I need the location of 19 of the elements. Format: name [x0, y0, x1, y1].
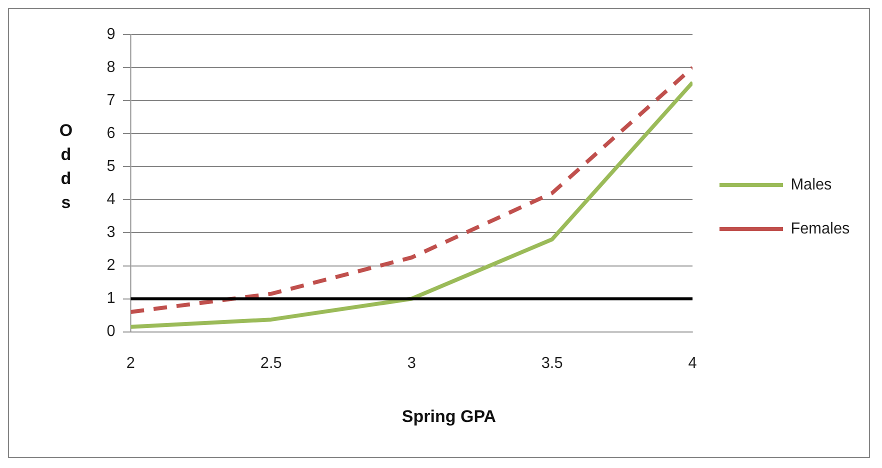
x-axis-title: Spring GPA — [400, 407, 498, 427]
x-tick-label: 4 — [688, 354, 698, 372]
legend-label: Males — [790, 176, 832, 194]
y-tick-label: 9 — [106, 26, 116, 44]
x-tick-label: 3 — [407, 354, 416, 372]
x-tick-label: 2 — [126, 354, 135, 372]
y-tick-label: 6 — [106, 124, 116, 142]
y-tick-label: 4 — [106, 190, 116, 208]
y-tick-label: 2 — [106, 256, 116, 274]
y-tick-label: 3 — [106, 224, 116, 242]
x-tick-label: 2.5 — [260, 354, 282, 372]
y-tick-label: 0 — [106, 322, 116, 340]
y-tick-label: 7 — [106, 92, 116, 110]
y-tick-label: 8 — [106, 58, 116, 76]
y-axis-title: Odds — [59, 120, 73, 214]
legend-label: Females — [790, 220, 850, 238]
y-tick-label: 5 — [106, 158, 116, 176]
x-tick-label: 3.5 — [541, 354, 564, 372]
y-tick-label: 1 — [106, 290, 116, 308]
